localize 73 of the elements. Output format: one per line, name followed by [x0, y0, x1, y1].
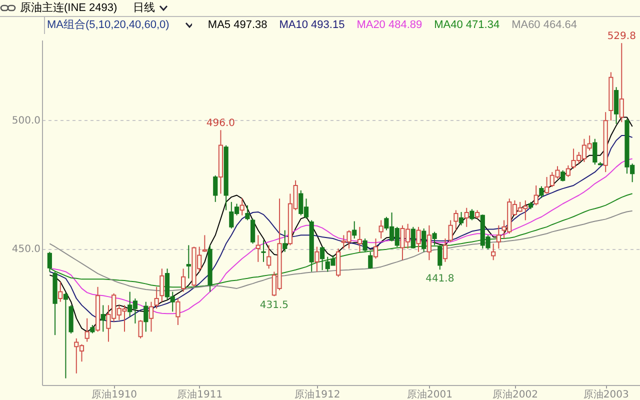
candlestick — [410, 226, 416, 250]
annotation: 496.0 — [206, 118, 236, 130]
x-tick-label: 原油2003 — [583, 388, 629, 400]
candlestick — [357, 226, 362, 252]
x-tick-label: 原油1912 — [294, 388, 340, 400]
candlestick — [148, 301, 154, 332]
candlestick — [539, 186, 544, 199]
candlestick — [245, 204, 250, 221]
chart-title: 原油主连(INE 2493) — [20, 0, 118, 16]
candlestick — [470, 208, 474, 221]
candlestick — [47, 251, 52, 272]
candlestick — [63, 292, 68, 379]
candlestick — [160, 268, 164, 302]
candlestick — [256, 234, 260, 262]
candlestick — [373, 238, 378, 260]
x-tick-label: 原油2002 — [492, 388, 538, 400]
x-tick-label: 原油1910 — [92, 388, 138, 400]
candlestick — [442, 238, 448, 262]
candlestick — [240, 198, 244, 216]
y-tick-label: 500.0 — [12, 115, 40, 126]
candlestick — [202, 234, 207, 252]
text: MA5 497.38 — [208, 18, 268, 33]
candlestick — [84, 318, 90, 342]
candlestick — [454, 210, 458, 231]
candlestick — [362, 238, 368, 252]
candlestick — [496, 224, 501, 250]
candlestick — [614, 86, 619, 124]
annotation: 431.5 — [260, 300, 288, 312]
candlestick — [176, 298, 180, 326]
chart-subtitle: 日线 — [133, 1, 156, 16]
candlestick — [186, 244, 191, 279]
candlestick — [138, 320, 143, 339]
text: MA10 493.15 — [279, 18, 345, 33]
candlestick — [566, 164, 570, 178]
candlestick — [432, 231, 437, 246]
candlestick — [426, 224, 432, 261]
candlestick — [58, 281, 63, 302]
candlestick — [378, 220, 384, 240]
candlestick — [266, 244, 272, 270]
candlestick — [100, 304, 106, 332]
candlestick — [144, 301, 148, 332]
candlestick — [368, 251, 373, 270]
candlestick — [491, 243, 496, 261]
candlestick — [336, 248, 341, 278]
candlestick — [422, 228, 426, 252]
candlestick — [154, 286, 159, 310]
candlestick — [458, 211, 464, 226]
candlestick — [261, 240, 266, 262]
annotation: 529.8 — [607, 31, 636, 42]
candlestick — [320, 246, 325, 271]
candlestick — [416, 226, 421, 252]
x-tick-label: 原油1911 — [177, 388, 223, 400]
text: MA40 471.34 — [434, 18, 500, 33]
candlestick — [448, 220, 453, 242]
candlestick — [438, 244, 442, 270]
y-tick-label: 450.0 — [12, 244, 40, 256]
candlestick — [314, 246, 320, 272]
annotation: 441.8 — [426, 274, 454, 285]
legend-title: MA组合(5,10,20,40,60,0) — [47, 18, 170, 33]
candlestick — [619, 42, 624, 123]
candlestick — [181, 268, 186, 292]
candlestick — [250, 218, 256, 244]
candlestick — [560, 170, 566, 182]
text: MA60 464.64 — [512, 18, 577, 33]
x-tick-label: 原油2001 — [406, 388, 452, 400]
text: MA20 484.89 — [356, 18, 422, 33]
candlestick — [534, 184, 538, 206]
candlestick — [352, 220, 357, 240]
candlestick — [282, 230, 288, 252]
candlestick — [464, 207, 469, 228]
candlestick — [544, 176, 550, 194]
candlestick — [592, 138, 598, 166]
candlestick — [213, 174, 218, 202]
